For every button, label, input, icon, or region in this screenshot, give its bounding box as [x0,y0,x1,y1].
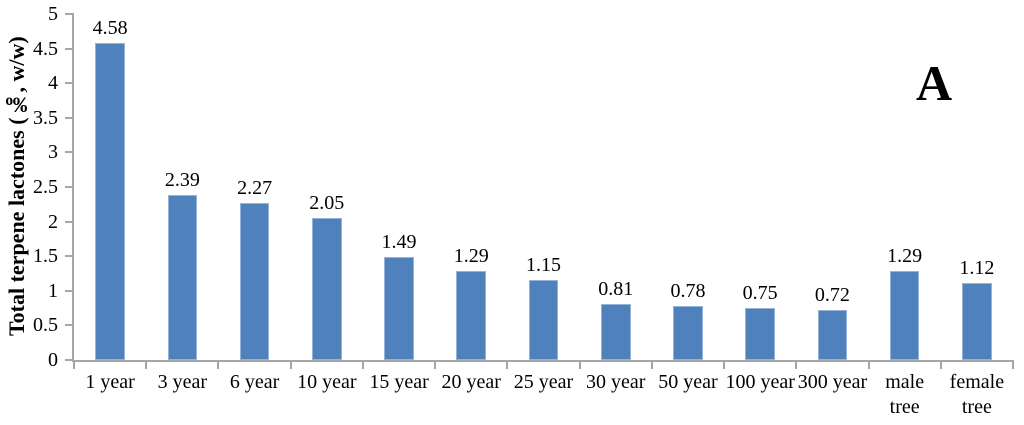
x-axis-tick [795,360,798,369]
x-axis-tick [145,360,148,369]
y-axis-tick-label: 0.5 [33,314,58,337]
x-axis-category-label: 300 year [797,371,868,393]
y-axis-tick [65,116,74,119]
x-axis-category-label: 10 year [297,371,357,393]
x-axis-category-label: 30 year [586,371,646,393]
bar-value-label: 2.39 [164,168,200,191]
x-axis-category-label: 50 year [658,371,718,393]
category-cell: 2.27 6 year [218,14,290,393]
bar [817,310,848,360]
y-axis-tick [65,82,74,85]
bar [528,280,559,360]
category-cell: 1.12 female tree [941,14,1013,419]
bar [600,303,631,360]
category-cell: 0.72 300 year [796,14,868,393]
bar [384,256,414,360]
x-axis-tick [1012,360,1014,369]
bar [745,308,775,360]
category-cell: 2.39 3 year [146,14,218,393]
category-cell: 4.58 1 year [74,14,146,393]
y-axis-tick-label: 4.5 [33,37,58,60]
bar [889,270,920,360]
x-axis-category-label: 1 year [85,371,135,393]
bar [673,306,703,360]
y-axis-tick-label: 1.5 [33,245,58,268]
bar [167,194,198,360]
y-axis-tick-label: 2 [48,210,58,233]
x-axis-category-label: 15 year [369,371,429,393]
y-axis-tick [65,255,74,258]
bar-value-label: 1.29 [887,244,923,267]
y-axis-tick-label: 4 [48,72,58,95]
x-axis-category-label: 20 year [441,371,501,393]
y-axis-tick [65,359,74,361]
category-cell: 0.78 50 year [652,14,724,393]
x-axis-tick [939,360,942,369]
category-cell: 0.81 30 year [580,14,652,393]
x-axis-tick [578,360,581,369]
x-axis-category-label: 25 year [513,371,574,393]
x-axis-category-label: 6 year [229,371,280,393]
x-axis-category-label: 100 year [725,371,795,393]
y-axis-tick [65,151,74,154]
x-axis-category-label: male tree [885,371,925,418]
category-cell: 1.15 25 year [507,14,579,393]
bar-value-label: 0.81 [598,277,634,300]
y-axis-tick [65,13,74,15]
bar [239,202,270,360]
x-axis-tick [289,360,292,369]
bar [311,218,342,360]
bar [456,270,487,360]
y-axis-tick [65,47,74,50]
category-cell: 0.75 100 year [724,14,796,393]
y-axis-tick-label: 0 [48,349,58,371]
bar-value-label: 0.75 [742,282,778,305]
x-axis-category-label: 3 year [157,371,208,393]
bar [95,43,125,360]
y-axis-tick-label: 2.5 [33,176,58,198]
category-cell: 2.05 10 year [291,14,363,393]
bar-value-label: 0.78 [670,280,706,303]
bar-value-label: 2.05 [309,192,345,215]
x-axis-tick [217,360,220,369]
bar-value-label: 1.15 [525,254,561,277]
y-axis-tick [65,289,74,292]
plot-area: 0 0.5 1 1.5 2 2.5 3 3.5 4 4.5 5 4.58 1 year 2.39 3 yea… [33,3,1014,419]
bar-value-label: 2.27 [237,176,273,199]
y-axis-tick-label: 3.5 [33,106,58,129]
category-cell: 1.29 20 year [435,14,507,393]
x-axis-tick [361,360,364,369]
x-axis-category-label: female tree [949,371,1005,418]
category-cell: 1.29 male tree [869,14,941,418]
y-axis-tick [65,186,74,188]
y-axis-tick-label: 1 [48,279,58,302]
y-axis-tick-label: 5 [48,3,58,25]
bar-value-label: 0.72 [814,284,850,307]
panel-label: A [915,55,953,111]
x-axis-tick [723,360,726,369]
x-axis-tick [434,360,437,369]
y-axis-tick [65,220,74,223]
bar [962,282,992,360]
y-axis-tick-label: 3 [48,141,58,164]
x-axis-tick [506,360,509,369]
category-cell: 1.49 15 year [363,14,435,393]
bar-value-label: 1.49 [381,230,417,253]
x-axis-tick [73,360,75,369]
x-axis-tick [650,360,653,369]
y-axis-tick [65,324,74,327]
bar-value-label: 1.12 [959,256,995,279]
bar-value-label: 4.58 [92,17,128,40]
x-axis-tick [867,360,870,369]
bar-value-label: 1.29 [453,244,489,267]
